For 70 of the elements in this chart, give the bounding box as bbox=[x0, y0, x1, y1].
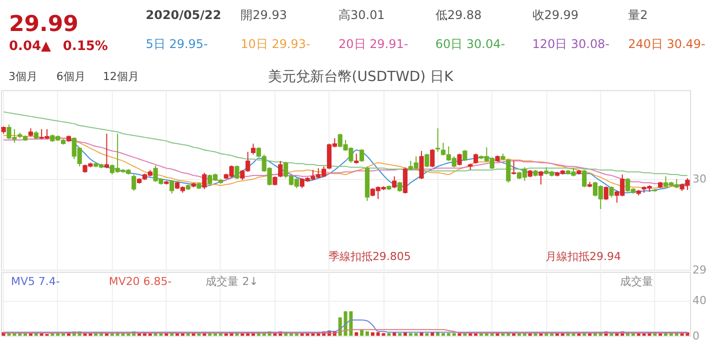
text: 6個月 bbox=[56, 70, 86, 84]
candlestick bbox=[170, 179, 174, 194]
candlestick bbox=[538, 170, 544, 186]
annotation: MV20 6.85- bbox=[108, 274, 172, 288]
text: 120日 30.08- bbox=[532, 37, 610, 52]
bar bbox=[425, 333, 429, 336]
bar bbox=[376, 332, 380, 336]
candlestick bbox=[234, 164, 240, 180]
candlestick bbox=[398, 181, 402, 192]
candlestick bbox=[278, 160, 283, 178]
annotation: MV5 7.4- bbox=[10, 274, 60, 288]
candlestick bbox=[354, 153, 359, 164]
text: 2020/05/22 bbox=[146, 8, 222, 22]
text: 20日 29.91- bbox=[338, 37, 408, 52]
text: 3個月 bbox=[8, 70, 38, 84]
bar bbox=[360, 330, 364, 336]
annotation: 成交量 2↓ bbox=[206, 274, 258, 288]
y-tick-label: 0 bbox=[692, 329, 700, 342]
candlestick bbox=[457, 153, 462, 166]
bar bbox=[452, 333, 456, 336]
candlestick bbox=[582, 170, 587, 188]
text: 29.99 bbox=[8, 12, 78, 38]
candlestick bbox=[360, 148, 364, 162]
candlestick bbox=[419, 150, 424, 180]
candlestick bbox=[402, 166, 408, 194]
annotation: 季線扣抵29.805 bbox=[328, 250, 411, 263]
candlestick bbox=[435, 128, 440, 152]
y-tick-label: 30 bbox=[692, 172, 707, 186]
candlestick bbox=[462, 150, 468, 162]
candlestick bbox=[250, 143, 256, 156]
candlestick bbox=[104, 133, 109, 169]
text: 量2 bbox=[628, 8, 648, 22]
text: 12個月 bbox=[102, 70, 139, 84]
candlestick bbox=[202, 172, 207, 190]
bar bbox=[446, 333, 450, 336]
y-tick-label: 29 bbox=[692, 263, 707, 276]
candlestick bbox=[604, 186, 608, 200]
candlestick bbox=[392, 176, 397, 189]
annotation: 成交量 bbox=[620, 274, 654, 288]
candlestick bbox=[424, 153, 430, 168]
text: 60日 30.04- bbox=[435, 37, 506, 52]
bar bbox=[387, 333, 391, 336]
candlestick bbox=[430, 148, 435, 168]
bar bbox=[354, 332, 358, 336]
text: 10日 29.93- bbox=[240, 37, 310, 52]
bar bbox=[408, 333, 412, 336]
text: 0.04▲ bbox=[8, 39, 51, 54]
text: 0.15% bbox=[62, 39, 108, 54]
bar bbox=[398, 333, 402, 336]
candlestick bbox=[473, 153, 478, 164]
bar bbox=[441, 333, 445, 336]
annotation: 月線扣抵29.94 bbox=[546, 250, 621, 263]
candlestick bbox=[609, 186, 614, 198]
text: 240日 30.49- bbox=[628, 37, 706, 52]
text: 5日 29.95- bbox=[146, 37, 208, 52]
text: 高30.01 bbox=[338, 8, 385, 22]
chart-title: 美元兌新台幣(USDTWD) 日K bbox=[268, 69, 454, 86]
candlestick bbox=[511, 160, 516, 176]
candlestick bbox=[272, 176, 278, 186]
y-tick-label: 40 bbox=[692, 294, 707, 308]
bar bbox=[365, 331, 369, 336]
text: 收29.99 bbox=[532, 8, 579, 22]
candlestick bbox=[132, 174, 136, 192]
line-series bbox=[3, 320, 688, 333]
text: 低29.88 bbox=[435, 8, 482, 22]
bar bbox=[382, 333, 386, 336]
text: 開29.93 bbox=[240, 8, 287, 22]
bar bbox=[370, 332, 374, 336]
bar bbox=[414, 333, 418, 336]
candlestick bbox=[506, 158, 511, 184]
